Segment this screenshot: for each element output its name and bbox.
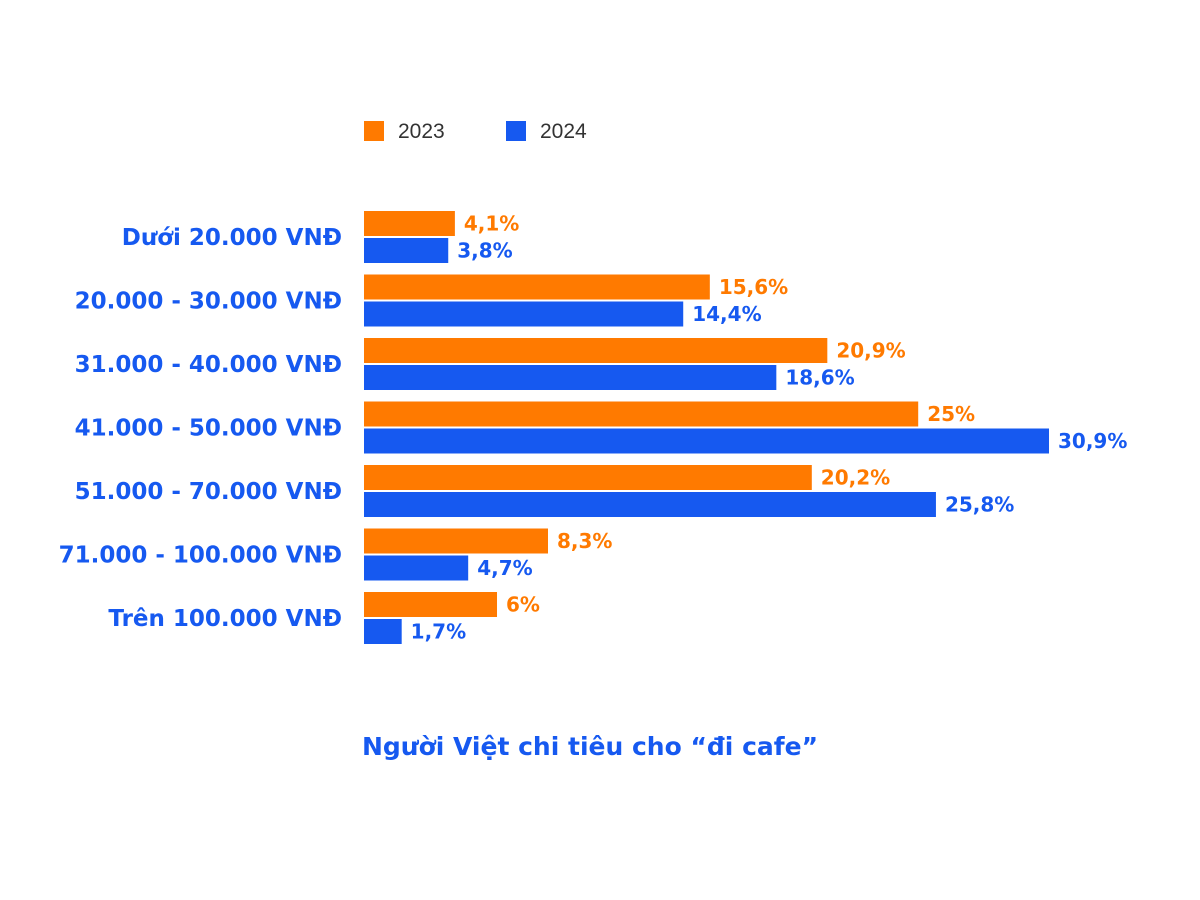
bar-2023-20-000-30-000-vnd xyxy=(364,274,710,300)
legend-swatch-2024 xyxy=(506,121,526,141)
bar-2024-duoi-20-000-vnd xyxy=(364,238,449,263)
bar-2023-tren-100-000-vnd xyxy=(364,592,498,617)
bar-2023-31-000-40-000-vnd xyxy=(364,338,828,363)
chart-title: Người Việt chi tiêu cho “đi cafe” xyxy=(362,732,818,761)
data-label-2023-tren-100-000-vnd: 6% xyxy=(506,593,540,617)
data-label-2024-71-000-100-000-vnd: 4,7% xyxy=(477,556,532,580)
chart-legend: 2023 2024 xyxy=(364,120,587,143)
bar-2024-51-000-70-000-vnd xyxy=(364,492,936,517)
data-label-2023-20-000-30-000-vnd: 15,6% xyxy=(719,275,788,299)
bars-group: Dưới 20.000 VNĐ 4,1% 3,8% 20.000 - 30.000 V… xyxy=(59,211,1127,644)
category-label-20-000-30-000-vnd: 20.000 - 30.000 VNĐ xyxy=(75,289,342,315)
data-label-2024-tren-100-000-vnd: 1,7% xyxy=(411,620,466,644)
legend-label-2023: 2023 xyxy=(398,120,445,143)
legend-swatch-2023 xyxy=(364,121,384,141)
category-label-71-000-100-000-vnd: 71.000 - 100.000 VNĐ xyxy=(59,543,342,569)
category-label-51-000-70-000-vnd: 51.000 - 70.000 VNĐ xyxy=(75,479,342,505)
bar-2023-duoi-20-000-vnd xyxy=(364,211,455,236)
data-label-2023-31-000-40-000-vnd: 20,9% xyxy=(836,339,905,363)
data-label-2024-51-000-70-000-vnd: 25,8% xyxy=(945,493,1014,517)
data-label-2023-51-000-70-000-vnd: 20,2% xyxy=(821,466,890,490)
bar-2024-71-000-100-000-vnd xyxy=(364,555,469,581)
data-label-2024-20-000-30-000-vnd: 14,4% xyxy=(692,302,761,326)
data-label-2024-31-000-40-000-vnd: 18,6% xyxy=(785,366,854,390)
data-label-2023-duoi-20-000-vnd: 4,1% xyxy=(464,212,519,236)
data-label-2024-duoi-20-000-vnd: 3,8% xyxy=(457,239,512,263)
bar-2024-20-000-30-000-vnd xyxy=(364,301,684,327)
bar-2024-tren-100-000-vnd xyxy=(364,619,402,644)
data-label-2024-41-000-50-000-vnd: 30,9% xyxy=(1058,429,1127,453)
category-label-31-000-40-000-vnd: 31.000 - 40.000 VNĐ xyxy=(75,352,342,378)
bar-2024-41-000-50-000-vnd xyxy=(364,428,1049,454)
category-label-duoi-20-000-vnd: Dưới 20.000 VNĐ xyxy=(122,225,342,251)
data-label-2023-41-000-50-000-vnd: 25% xyxy=(927,402,975,426)
data-label-2023-71-000-100-000-vnd: 8,3% xyxy=(557,529,612,553)
bar-2023-71-000-100-000-vnd xyxy=(364,528,548,554)
bar-2024-31-000-40-000-vnd xyxy=(364,365,777,390)
category-label-41-000-50-000-vnd: 41.000 - 50.000 VNĐ xyxy=(75,416,342,442)
bar-2023-41-000-50-000-vnd xyxy=(364,401,919,427)
category-label-tren-100-000-vnd: Trên 100.000 VNĐ xyxy=(108,606,342,632)
bar-2023-51-000-70-000-vnd xyxy=(364,465,812,490)
legend-label-2024: 2024 xyxy=(540,120,587,143)
